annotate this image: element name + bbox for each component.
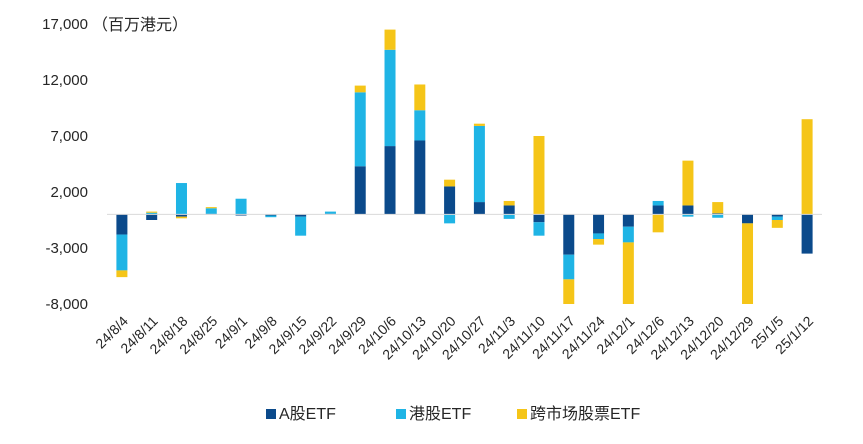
bar-2-24/10/20 xyxy=(444,214,456,224)
bar-3-24/12/13 xyxy=(682,160,694,206)
bar-2-24/12/1 xyxy=(622,226,634,243)
bar-2-25/1/5 xyxy=(771,216,783,220)
y-tick-label: 7,000 xyxy=(50,128,88,145)
bar-1-24/10/6 xyxy=(384,146,396,215)
bar-3-24/11/10 xyxy=(533,136,545,215)
legend-swatch-1 xyxy=(266,409,276,419)
legend-swatch-2 xyxy=(396,409,406,419)
y-unit-label: （百万港元） xyxy=(92,16,188,34)
legend-label-1: A股ETF xyxy=(279,405,336,423)
bar-1-24/9/8 xyxy=(265,214,277,216)
bar-1-24/9/15 xyxy=(295,214,307,217)
bar-3-24/11/17 xyxy=(563,279,575,304)
legend-label-3: 跨市场股票ETF xyxy=(530,405,640,423)
bar-3-24/9/29 xyxy=(354,85,366,93)
bar-1-24/11/3 xyxy=(503,205,515,215)
bar-3-24/10/13 xyxy=(414,84,426,111)
bar-3-24/12/6 xyxy=(652,214,664,233)
y-tick-label: 17,000 xyxy=(42,16,88,33)
bar-1-24/9/29 xyxy=(354,166,366,215)
bar-2-24/8/25 xyxy=(205,208,217,214)
bar-3-24/12/20 xyxy=(712,202,724,214)
bar-2-24/8/18 xyxy=(175,183,187,215)
bar-2-24/10/27 xyxy=(473,125,485,203)
legend-label-2: 港股ETF xyxy=(409,405,471,423)
bar-2-24/9/1 xyxy=(235,198,247,215)
bar-2-24/10/13 xyxy=(414,110,426,141)
y-tick-label: -3,000 xyxy=(45,240,88,257)
bar-1-24/8/11 xyxy=(146,214,158,220)
bar-3-24/10/27 xyxy=(473,123,485,126)
bar-2-24/11/3 xyxy=(503,214,515,219)
bar-1-24/12/20 xyxy=(712,213,724,215)
bar-1-24/12/13 xyxy=(682,205,694,215)
bar-3-24/11/3 xyxy=(503,200,515,206)
bar-1-24/10/13 xyxy=(414,140,426,215)
y-axis: 17,000 12,000 7,000 2,000 -3,000 -8,000 xyxy=(42,16,88,313)
bar-3-25/1/5 xyxy=(771,220,783,228)
bar-3-24/10/20 xyxy=(444,179,456,187)
bar-1-24/10/20 xyxy=(444,186,456,215)
bar-1-24/11/17 xyxy=(563,214,575,255)
bar-1-24/11/10 xyxy=(533,214,545,223)
bar-2-24/12/20 xyxy=(712,214,724,218)
y-tick-label: 12,000 xyxy=(42,72,88,89)
bar-1-24/12/29 xyxy=(742,214,754,224)
bar-2-24/12/13 xyxy=(682,214,694,217)
y-tick-label: -8,000 xyxy=(45,296,88,313)
bar-2-24/11/17 xyxy=(563,254,575,280)
bar-3-24/8/25 xyxy=(205,207,217,209)
bar-1-25/1/5 xyxy=(771,214,783,217)
bar-1-24/12/6 xyxy=(652,205,664,215)
bar-3-24/11/24 xyxy=(593,239,605,245)
bar-2-24/9/15 xyxy=(295,216,307,236)
y-tick-label: 2,000 xyxy=(50,184,88,201)
bar-3-24/8/18 xyxy=(175,216,187,219)
bar-2-24/8/4 xyxy=(116,234,128,271)
bar-1-24/12/1 xyxy=(622,214,634,227)
bar-3-24/12/1 xyxy=(622,242,634,304)
bar-1-24/8/18 xyxy=(175,214,187,217)
bar-2-24/9/29 xyxy=(354,92,366,167)
bar-2-24/9/8 xyxy=(265,215,277,218)
bar-3-24/8/4 xyxy=(116,270,128,278)
x-axis: 24/8/424/8/1124/8/1824/8/2524/9/124/9/82… xyxy=(92,313,816,363)
bar-3-24/10/6 xyxy=(384,29,396,50)
bar-2-24/11/24 xyxy=(593,233,605,240)
bar-3-25/1/12 xyxy=(801,119,813,215)
bar-2-24/9/22 xyxy=(324,211,336,214)
legend: A股ETF 港股ETF 跨市场股票ETF xyxy=(266,405,640,423)
bar-1-24/11/24 xyxy=(593,214,605,234)
bars-layer xyxy=(116,29,813,304)
bar-3-24/12/29 xyxy=(742,223,754,304)
bar-1-24/9/1 xyxy=(235,214,247,216)
bar-2-24/10/6 xyxy=(384,49,396,147)
bar-2-24/12/6 xyxy=(652,200,664,206)
bar-1-24/10/27 xyxy=(473,202,485,215)
bar-1-25/1/12 xyxy=(801,214,813,254)
bar-2-24/11/10 xyxy=(533,222,545,236)
x-tick-label: 24/9/1 xyxy=(211,313,250,352)
bar-3-24/8/11 xyxy=(146,211,158,213)
bar-2-24/8/11 xyxy=(146,212,158,215)
legend-swatch-3 xyxy=(517,409,527,419)
bar-1-24/8/4 xyxy=(116,214,128,235)
